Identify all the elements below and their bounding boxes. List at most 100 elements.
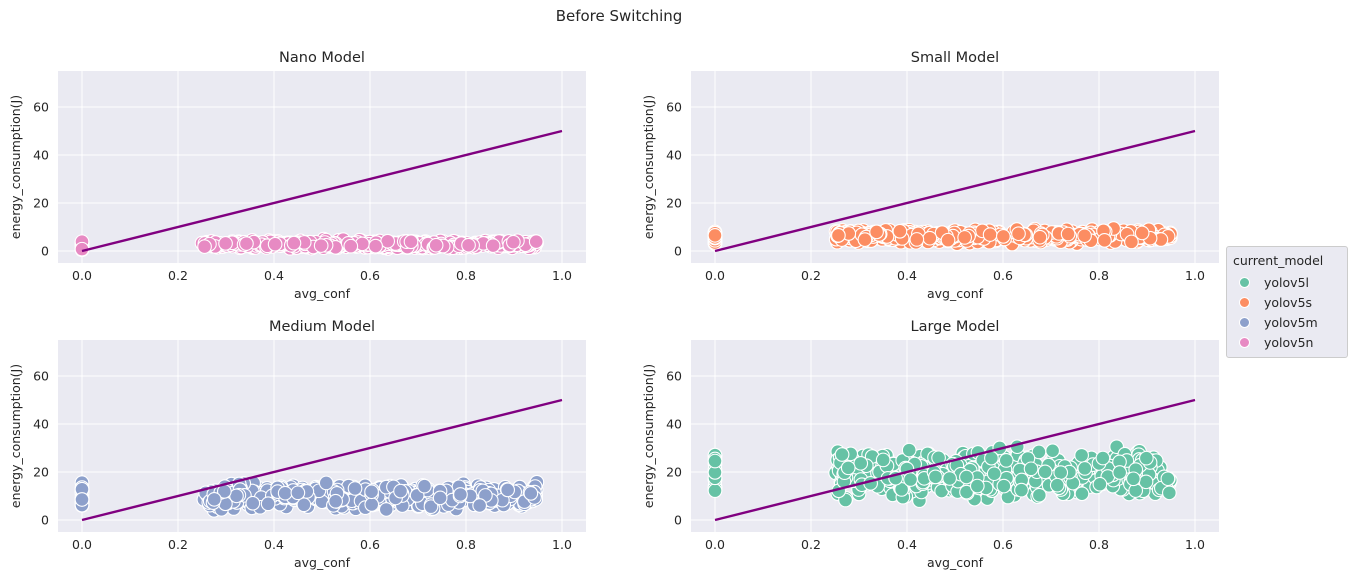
scatter-point: [869, 224, 884, 240]
legend-marker: [1239, 316, 1250, 328]
y-axis-label: energy_consumption(J): [641, 95, 656, 239]
scatter-point: [378, 502, 394, 517]
scatter-point: [831, 228, 846, 243]
scatter-point: [901, 442, 917, 458]
x-tick-label: 1.0: [1185, 268, 1205, 283]
scatter-point: [528, 234, 544, 249]
scatter-point: [707, 483, 723, 499]
scatter-point: [969, 478, 985, 494]
scatter-point: [428, 237, 444, 253]
x-tick-label: 0.2: [168, 537, 188, 552]
reference-line: [714, 398, 1196, 522]
scatter-point: [267, 236, 283, 252]
scatter-point: [453, 487, 468, 502]
scatter-point: [707, 453, 723, 469]
scatter-point: [368, 238, 383, 254]
scatter-point: [1023, 461, 1039, 477]
y-tick-label: 40: [666, 417, 682, 432]
scatter-point: [290, 485, 306, 501]
y-axis-label: energy_consumption(J): [641, 364, 656, 508]
x-tick-label: 0.2: [801, 268, 821, 283]
legend-item-yolov5m: yolov5m: [1233, 312, 1343, 332]
legend-label: yolov5l: [1264, 274, 1309, 290]
y-tick-label: 60: [33, 369, 49, 384]
scatter-point: [840, 460, 856, 476]
y-tick-label: 60: [33, 100, 49, 115]
x-tick-label: 0.8: [456, 268, 476, 283]
scatter-point: [707, 228, 723, 243]
x-tick-label: 0.8: [1089, 537, 1109, 552]
scatter-point: [1045, 443, 1060, 459]
legend-marker: [1239, 336, 1250, 348]
subplot-title: Medium Model: [269, 319, 375, 335]
scatter-point: [1128, 483, 1144, 498]
scatter-point: [500, 482, 516, 498]
scatter-point: [1053, 465, 1069, 480]
scatter-point: [343, 238, 359, 254]
y-tick-label: 60: [666, 100, 682, 115]
scatter-point: [982, 227, 998, 242]
y-tick-label: 40: [33, 148, 49, 163]
scatter-point: [1126, 471, 1141, 487]
x-tick-label: 0.8: [456, 537, 476, 552]
scatter-points: [707, 439, 1178, 509]
scatter-point: [1011, 226, 1026, 242]
scatter-point: [894, 482, 909, 497]
scatter-point: [875, 452, 891, 468]
scatter-point: [364, 484, 379, 500]
scatter-point: [286, 235, 302, 251]
scatter-point: [853, 455, 869, 471]
y-tick-label: 0: [674, 513, 682, 528]
x-tick-label: 0.2: [168, 268, 188, 283]
scatter-point: [834, 447, 850, 462]
scatter-point: [423, 499, 439, 515]
scatter-point: [1112, 465, 1128, 480]
scatter-point: [942, 471, 957, 486]
x-tick-label: 0.0: [705, 268, 725, 283]
plot-area: [691, 340, 1219, 532]
legend-marker: [1239, 276, 1250, 288]
scatter-point: [903, 472, 918, 487]
scatter-point: [1037, 464, 1053, 480]
scatter-point: [857, 232, 873, 247]
reference-line: [81, 129, 563, 253]
scatter-point: [318, 475, 334, 491]
scatter-point: [1031, 487, 1047, 503]
scatter-point: [74, 492, 90, 507]
y-tick-label: 20: [33, 196, 49, 211]
scatter-point: [1074, 486, 1090, 502]
scatter-point: [506, 234, 521, 250]
subplot-title: Small Model: [911, 50, 999, 66]
y-tick-label: 40: [33, 417, 49, 432]
scatter-points: [74, 231, 544, 258]
scatter-point: [260, 496, 276, 512]
scatter-point: [523, 486, 539, 501]
x-tick-label: 0.6: [993, 268, 1013, 283]
subplot-title: Large Model: [911, 319, 1000, 335]
x-tick-label: 0.6: [993, 537, 1013, 552]
x-tick-label: 0.4: [897, 537, 917, 552]
scatter-point: [432, 490, 448, 506]
y-tick-label: 40: [666, 148, 682, 163]
y-tick-label: 0: [41, 244, 49, 259]
x-tick-label: 0.8: [1089, 268, 1109, 283]
scatter-point: [403, 234, 419, 250]
scatter-point: [347, 481, 363, 496]
x-tick-label: 0.6: [360, 268, 380, 283]
legend-marker: [1239, 296, 1250, 308]
y-axis-label: energy_consumption(J): [8, 95, 23, 239]
x-axis-label: avg_conf: [927, 286, 984, 301]
scatter-point: [393, 483, 408, 499]
scatter-point: [1162, 485, 1177, 501]
scatter-point: [239, 236, 254, 251]
reference-line: [714, 129, 1196, 253]
scatter-point: [1074, 448, 1089, 463]
scatter-point: [229, 488, 244, 504]
scatter-point: [218, 236, 233, 251]
y-tick-label: 0: [41, 513, 49, 528]
x-tick-label: 0.2: [801, 537, 821, 552]
scatter-point: [986, 466, 1002, 482]
y-tick-label: 20: [666, 465, 682, 480]
y-tick-label: 60: [666, 369, 682, 384]
